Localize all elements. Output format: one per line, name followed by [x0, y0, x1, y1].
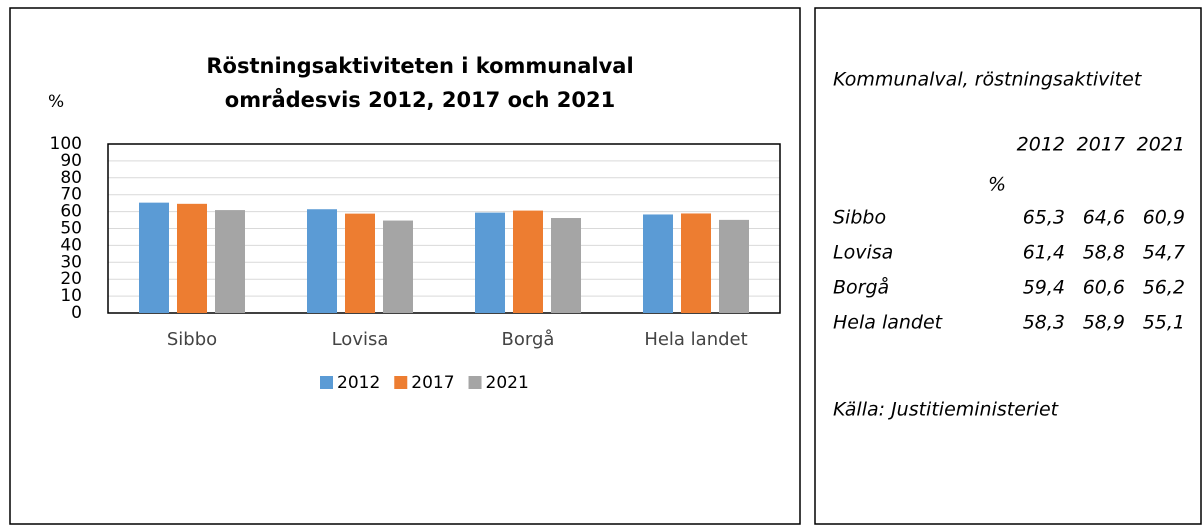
- legend-label: 2012: [337, 373, 380, 393]
- chart-title: Röstningsaktiviteten i kommunalval: [206, 54, 633, 78]
- table-cell: 56,2: [1143, 277, 1185, 299]
- bar: [513, 210, 543, 313]
- table-title: Kommunalval, röstningsaktivitet: [833, 69, 1143, 91]
- y-tick-label: 0: [71, 303, 82, 323]
- y-tick-label: 70: [60, 185, 82, 205]
- legend-label: 2017: [411, 373, 454, 393]
- y-tick-label: 40: [60, 235, 82, 255]
- legend-swatch: [394, 376, 408, 389]
- plot-border: [107, 143, 781, 314]
- table-cell: 61,4: [1023, 242, 1065, 264]
- column-header: 2021: [1137, 134, 1185, 156]
- legend-swatch: [468, 376, 482, 389]
- row-label: Borgå: [833, 276, 889, 299]
- table-cell: 65,3: [1023, 207, 1065, 229]
- table-cell: 60,6: [1083, 277, 1125, 299]
- table-cell: 54,7: [1143, 242, 1185, 264]
- y-tick-label: 10: [60, 286, 82, 306]
- y-axis-label: %: [48, 92, 64, 112]
- table-cell: 58,8: [1083, 242, 1125, 264]
- table-cell: 64,6: [1083, 207, 1125, 229]
- table-source: Källa: Justitieministeriet: [833, 399, 1060, 421]
- x-tick-label: Borgå: [502, 329, 555, 350]
- table-cell: 59,4: [1023, 277, 1065, 299]
- legend-swatch: [320, 376, 333, 389]
- bar: [475, 212, 505, 313]
- bar: [643, 214, 673, 313]
- bar: [551, 218, 581, 313]
- bar: [177, 203, 207, 313]
- chart-title: områdesvis 2012, 2017 och 2021: [225, 87, 615, 112]
- x-tick-label: Hela landet: [644, 329, 747, 350]
- bar: [681, 213, 711, 313]
- column-header: 2017: [1077, 134, 1125, 156]
- table-panel: [814, 7, 1202, 525]
- table-cell: 58,3: [1023, 312, 1065, 334]
- table-unit: %: [988, 174, 1006, 196]
- y-tick-label: 90: [60, 151, 82, 171]
- table-cell: 55,1: [1143, 312, 1185, 334]
- y-tick-label: 80: [60, 168, 82, 188]
- y-tick-label: 30: [60, 252, 82, 272]
- table-cell: 58,9: [1083, 312, 1125, 334]
- row-label: Lovisa: [833, 242, 893, 264]
- y-tick-label: 20: [60, 269, 82, 289]
- bar: [345, 213, 375, 313]
- column-header: 2012: [1017, 134, 1065, 156]
- bar: [719, 219, 749, 313]
- y-tick-label: 100: [50, 134, 82, 154]
- row-label: Hela landet: [833, 312, 944, 334]
- table-cell: 60,9: [1143, 207, 1185, 229]
- y-tick-label: 50: [60, 219, 82, 239]
- x-tick-label: Sibbo: [167, 329, 217, 350]
- row-label: Sibbo: [833, 207, 886, 229]
- bar: [307, 209, 337, 313]
- x-tick-label: Lovisa: [332, 329, 389, 350]
- y-tick-label: 60: [60, 202, 82, 222]
- bar: [139, 202, 169, 313]
- bar: [383, 220, 413, 313]
- bar: [215, 210, 245, 313]
- legend-label: 2021: [486, 373, 529, 393]
